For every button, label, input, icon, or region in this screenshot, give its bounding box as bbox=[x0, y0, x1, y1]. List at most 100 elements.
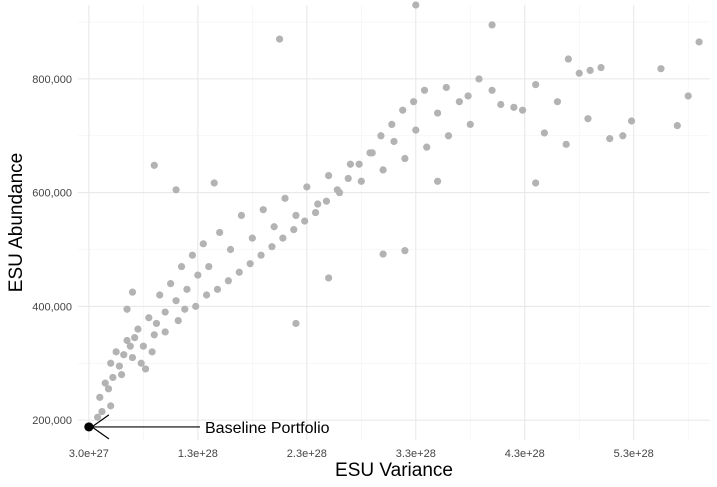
scatter-point bbox=[586, 66, 594, 74]
annotation-group: Baseline Portfolio bbox=[84, 414, 330, 440]
scatter-point bbox=[270, 223, 278, 231]
scatter-point bbox=[112, 348, 120, 356]
scatter-point bbox=[311, 208, 320, 217]
scatter-point bbox=[126, 342, 134, 350]
scatter-point bbox=[172, 186, 180, 194]
scatter-point bbox=[115, 362, 124, 370]
scatter-point bbox=[167, 280, 175, 288]
scatter-point bbox=[268, 243, 276, 251]
scatter-point bbox=[322, 197, 331, 205]
scatter-point bbox=[194, 271, 202, 279]
annotation-label: Baseline Portfolio bbox=[205, 420, 330, 437]
y-tick-label: 600,000 bbox=[32, 188, 72, 200]
scatter-point bbox=[281, 194, 289, 202]
scatter-point bbox=[192, 302, 200, 310]
scatter-point bbox=[540, 129, 548, 137]
scatter-point bbox=[94, 413, 102, 421]
x-tick-labels: 3.0e+27 1.3e+28 2.3e+28 3.3e+28 4.3e+28 5.3e+… bbox=[69, 448, 654, 460]
scatter-point bbox=[344, 174, 352, 183]
scatter-point bbox=[123, 336, 131, 345]
scatter-point bbox=[673, 121, 681, 130]
scatter-point bbox=[366, 149, 374, 157]
scatter-point bbox=[235, 268, 243, 276]
scatter-point bbox=[107, 402, 115, 410]
scatter-point bbox=[213, 285, 222, 293]
scatter-point bbox=[177, 262, 186, 271]
scatter-point bbox=[248, 234, 256, 242]
scatter-point bbox=[433, 177, 442, 185]
scatter-point bbox=[101, 379, 109, 387]
x-tick-label: 3.3e+28 bbox=[396, 448, 436, 460]
scatter-point bbox=[657, 65, 665, 73]
scatter-point bbox=[161, 328, 169, 336]
baseline-point bbox=[84, 422, 94, 432]
scatter-point bbox=[98, 407, 106, 416]
scatter-point bbox=[139, 342, 147, 350]
scatter-point bbox=[606, 135, 614, 143]
scatter-point bbox=[627, 117, 636, 125]
scatter-point bbox=[96, 393, 104, 401]
scatter-point bbox=[325, 274, 333, 282]
scatter-point bbox=[325, 171, 333, 180]
scatter-point bbox=[390, 137, 398, 146]
scatter-point bbox=[510, 103, 518, 111]
scatter-point bbox=[205, 262, 213, 271]
scatter-point bbox=[104, 385, 113, 393]
x-tick-label: 4.3e+28 bbox=[505, 448, 545, 460]
scatter-point bbox=[290, 226, 298, 234]
scatter-point bbox=[134, 325, 142, 333]
scatter-point bbox=[123, 305, 131, 313]
data-points bbox=[94, 1, 703, 421]
scatter-point bbox=[150, 331, 158, 339]
scatter-point bbox=[301, 217, 309, 225]
scatter-point bbox=[377, 132, 385, 140]
scatter-point bbox=[314, 200, 322, 208]
scatter-point bbox=[210, 179, 218, 187]
scatter-point bbox=[128, 353, 137, 362]
scatter-point bbox=[202, 291, 211, 299]
scatter-point bbox=[292, 319, 300, 328]
scatter-point bbox=[475, 75, 483, 83]
scatter-point bbox=[388, 120, 396, 129]
scatter-point bbox=[379, 250, 387, 258]
scatter-point bbox=[237, 211, 246, 219]
scatter-point bbox=[109, 373, 117, 382]
scatter-point bbox=[488, 86, 496, 94]
scatter-point bbox=[532, 179, 540, 187]
y-tick-label: 400,000 bbox=[32, 301, 72, 313]
scatter-point bbox=[346, 160, 355, 168]
scatter-point bbox=[532, 81, 540, 89]
scatter-point bbox=[379, 166, 387, 174]
scatter-point bbox=[117, 371, 126, 379]
scatter-point bbox=[575, 69, 583, 77]
scatter-point bbox=[161, 308, 169, 316]
scatter-point bbox=[137, 359, 145, 367]
x-tick-label: 3.0e+27 bbox=[69, 448, 109, 460]
y-tick-labels: 200,000 400,000 600,000 800,000 bbox=[32, 74, 72, 427]
scatter-point bbox=[188, 251, 197, 259]
scatter-point bbox=[597, 63, 605, 72]
scatter-point bbox=[442, 83, 450, 92]
scatter-point bbox=[357, 177, 365, 185]
scatter-point bbox=[303, 183, 311, 191]
scatter-point bbox=[518, 106, 527, 114]
scatter-point bbox=[423, 143, 431, 151]
scatter-point bbox=[488, 21, 496, 29]
scatter-point bbox=[553, 98, 562, 106]
scatter-point bbox=[562, 140, 570, 148]
scatter-point bbox=[183, 285, 191, 293]
scatter-point bbox=[150, 161, 158, 169]
scatter-point bbox=[259, 206, 267, 214]
scatter-point bbox=[156, 291, 164, 299]
scatter-point bbox=[695, 38, 703, 46]
scatter-point bbox=[401, 247, 409, 255]
y-axis-title: ESU Abundance bbox=[6, 153, 27, 292]
scatter-point bbox=[246, 260, 254, 268]
x-axis-title: ESU Variance bbox=[335, 460, 453, 481]
scatter-point bbox=[145, 314, 153, 322]
scatter-point bbox=[216, 228, 224, 237]
scatter-point bbox=[684, 92, 692, 100]
scatter-point bbox=[420, 86, 429, 94]
